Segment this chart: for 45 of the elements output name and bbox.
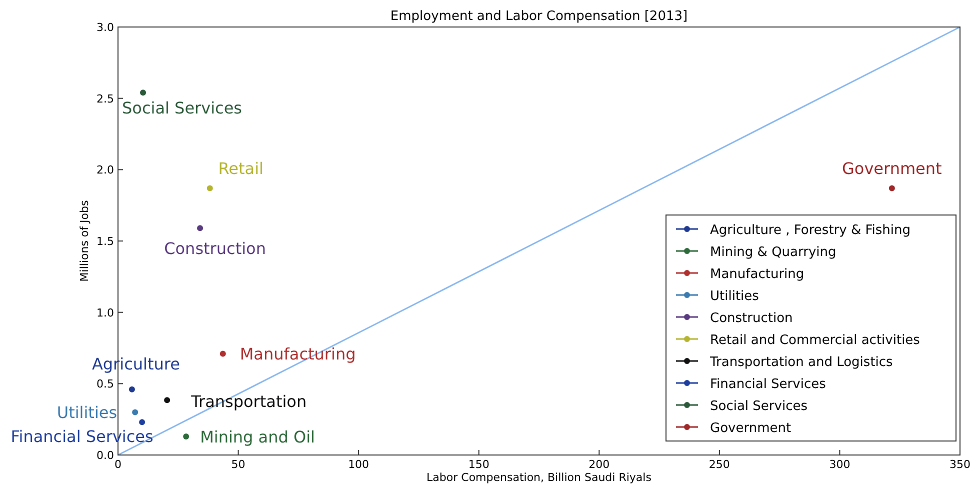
x-axis-title: Labor Compensation, Billion Saudi Riyals <box>426 471 652 484</box>
legend-label: Government <box>710 421 792 436</box>
x-tick-label: 100 <box>348 458 370 471</box>
legend-label: Manufacturing <box>710 267 804 282</box>
legend-label: Construction <box>710 311 793 326</box>
y-tick-label: 3.0 <box>96 21 114 34</box>
point <box>164 397 170 404</box>
point <box>132 409 138 416</box>
point <box>197 225 204 232</box>
legend-label: Transportation and Logistics <box>709 355 894 370</box>
annotation: Utilities <box>56 403 118 422</box>
point <box>128 386 135 392</box>
x-tick-label: 150 <box>468 458 490 471</box>
annotation: Mining and Oil <box>200 427 315 446</box>
y-tick-label: 2.0 <box>96 164 114 177</box>
annotation: Construction <box>164 239 266 258</box>
y-tick-label: 0.0 <box>96 449 114 462</box>
x-tick-label: 50 <box>231 458 246 471</box>
legend-label: Financial Services <box>710 377 826 392</box>
point <box>888 185 895 192</box>
y-tick-label: 1.0 <box>96 306 114 320</box>
x-tick-label: 350 <box>950 458 970 471</box>
x-tick-label: 250 <box>708 458 730 471</box>
x-tick-label: 200 <box>588 458 610 471</box>
y-tick-label: 1.5 <box>96 235 114 248</box>
legend-label: Social Services <box>710 399 808 414</box>
legend-label: Retail and Commercial activities <box>710 333 920 348</box>
point <box>140 90 146 96</box>
x-tick-label: 0 <box>114 458 122 471</box>
point <box>220 350 226 357</box>
y-tick-label: 0.5 <box>96 378 114 391</box>
annotation: Transportation <box>190 392 307 412</box>
legend-label: Agriculture , Forestry & Fishing <box>710 223 910 238</box>
legend-label: Mining & Quarrying <box>710 245 836 260</box>
x-tick-label: 300 <box>829 458 850 471</box>
point <box>206 185 213 192</box>
legend-label: Utilities <box>710 289 760 304</box>
annotation: Social Services <box>122 98 242 118</box>
annotation: Retail <box>218 159 264 178</box>
point <box>139 419 146 426</box>
y-tick-label: 2.5 <box>96 92 114 106</box>
y-axis-title: Millions of Jobs <box>78 200 91 282</box>
chart-title: Employment and Labor Compensation [2013] <box>390 9 688 24</box>
point <box>183 433 190 440</box>
annotation: Government <box>842 159 942 178</box>
